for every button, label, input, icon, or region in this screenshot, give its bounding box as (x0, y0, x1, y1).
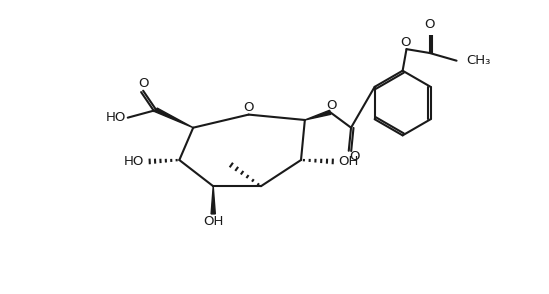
Text: O: O (400, 36, 411, 49)
Polygon shape (155, 108, 193, 128)
Text: CH₃: CH₃ (466, 54, 490, 67)
Text: O: O (350, 150, 360, 163)
Text: OH: OH (339, 155, 359, 168)
Text: O: O (424, 18, 435, 31)
Text: OH: OH (203, 215, 223, 228)
Text: HO: HO (106, 111, 126, 124)
Text: O: O (138, 77, 148, 90)
Polygon shape (305, 110, 331, 120)
Text: O: O (243, 101, 254, 114)
Text: O: O (326, 99, 337, 112)
Text: HO: HO (124, 155, 144, 168)
Polygon shape (211, 186, 215, 214)
